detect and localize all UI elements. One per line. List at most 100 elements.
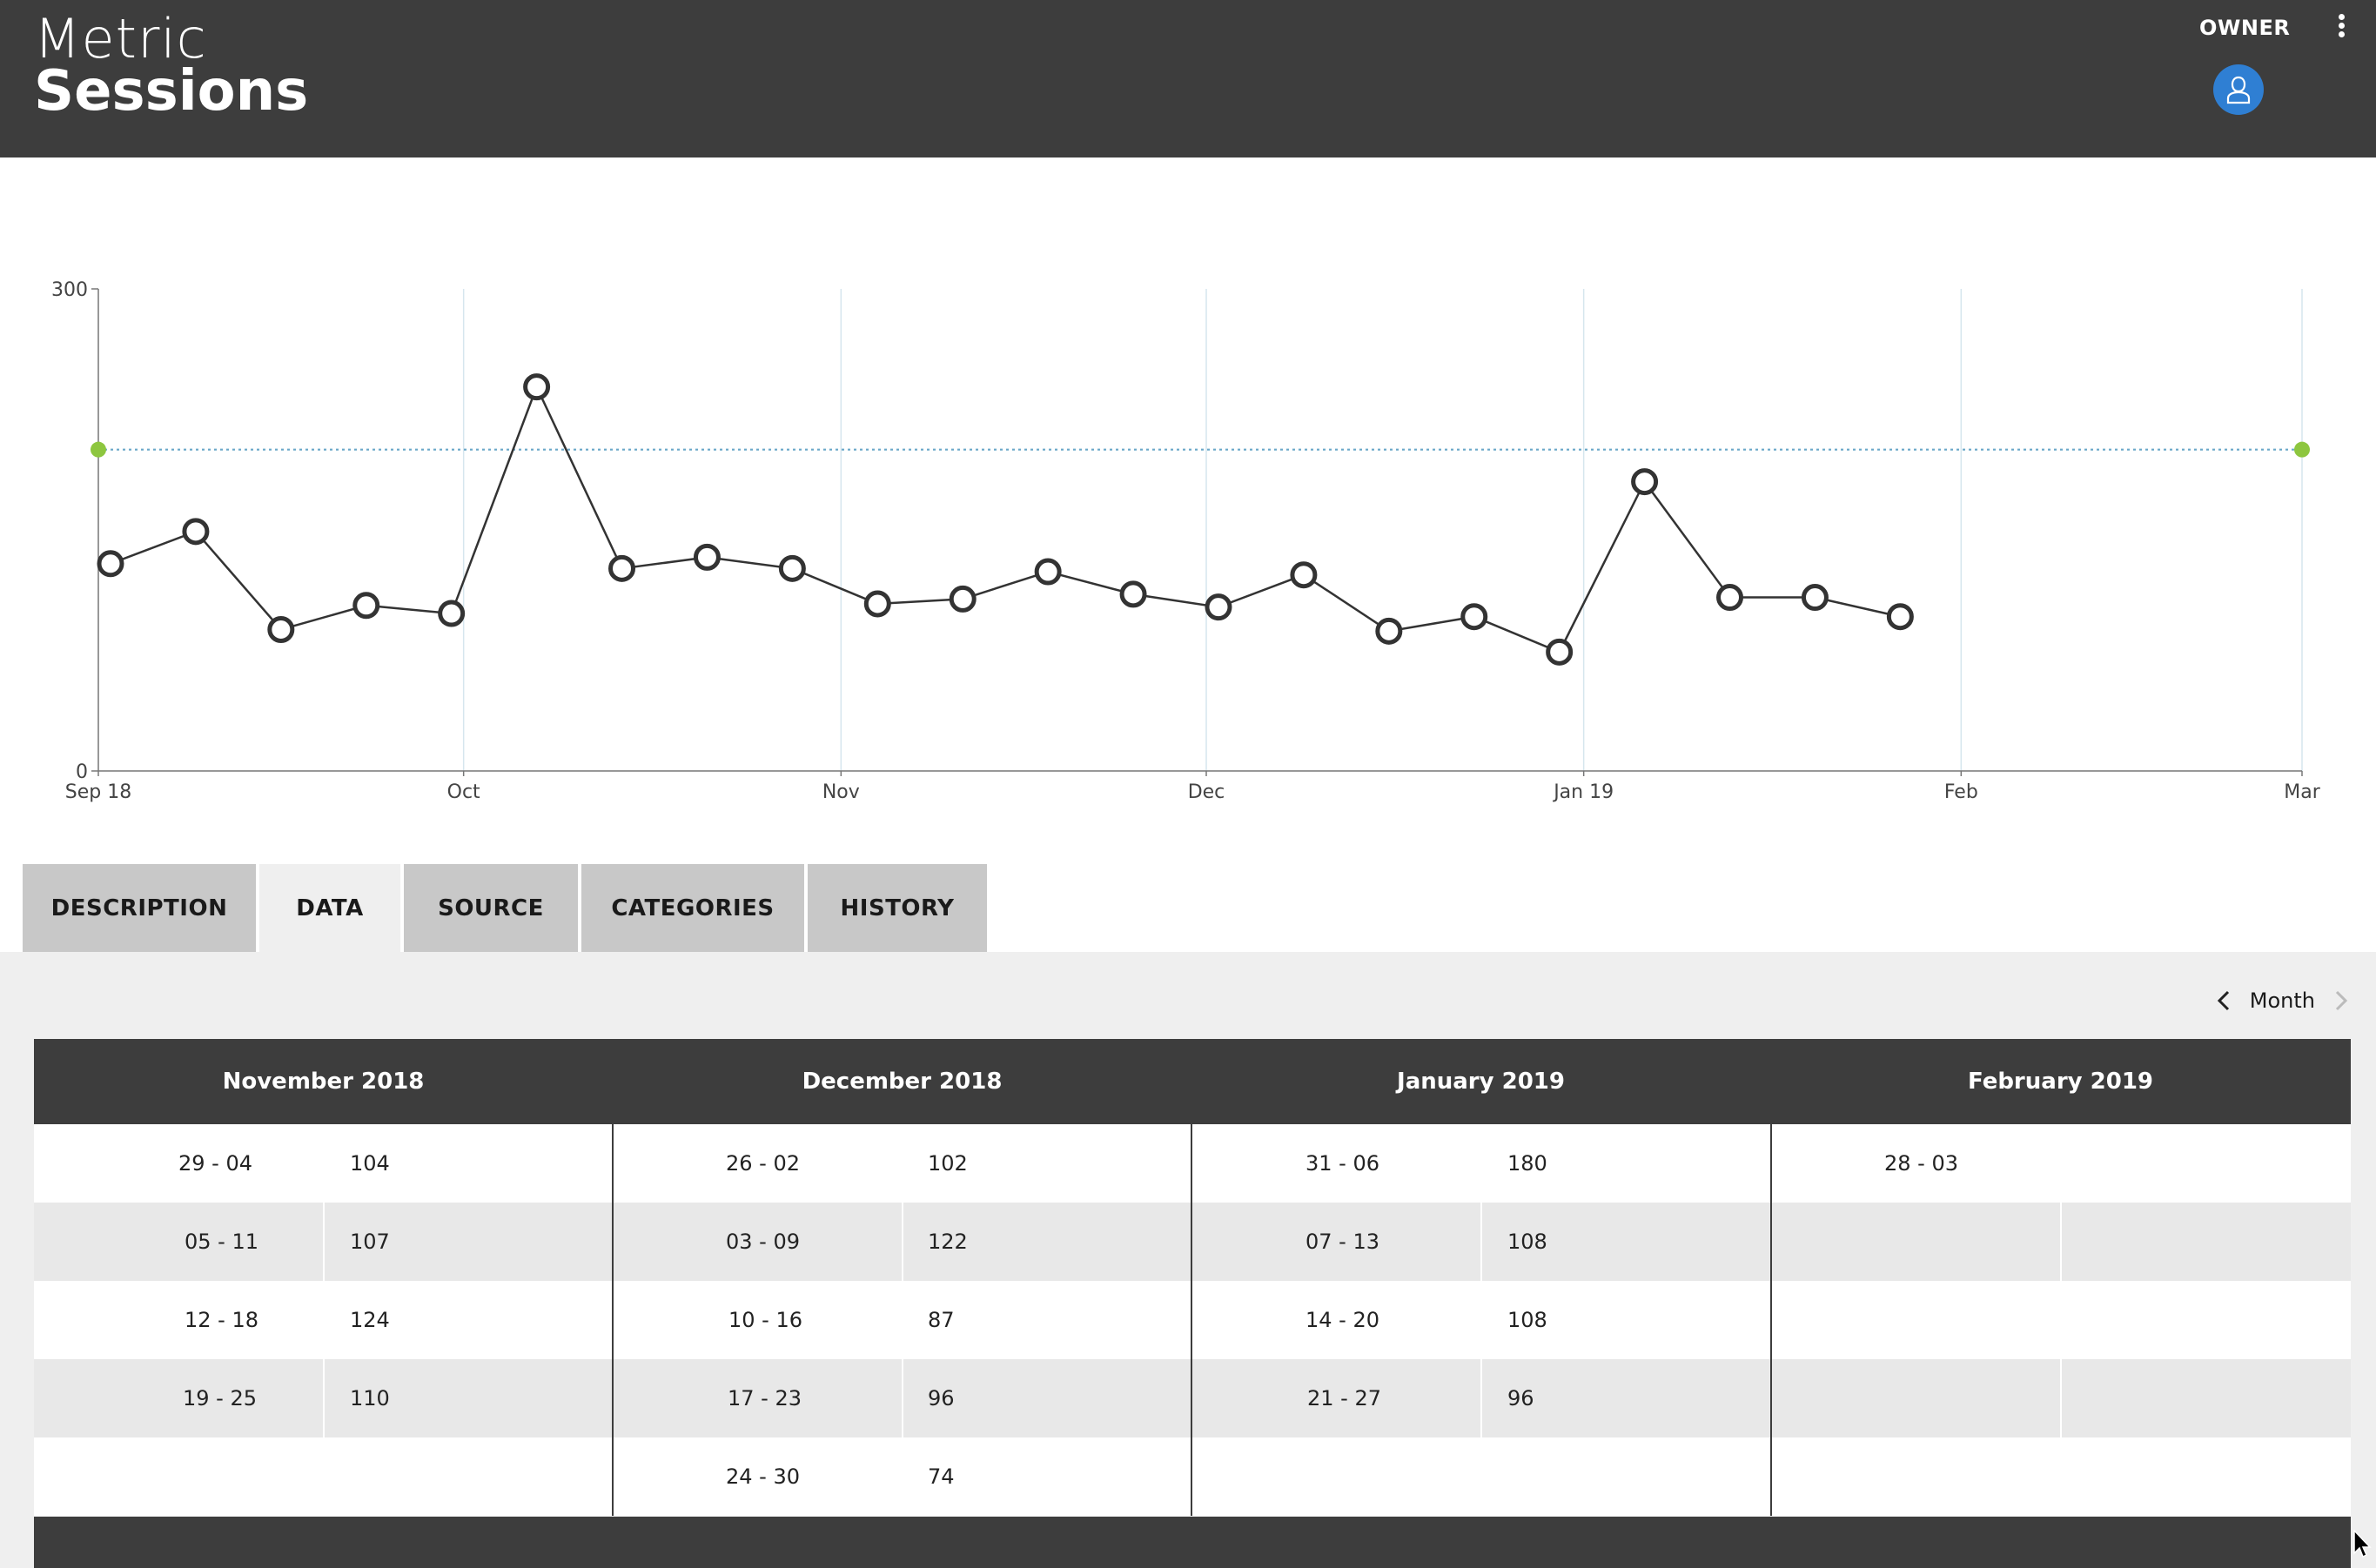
month-divider bbox=[1191, 1124, 1192, 1516]
week-value: 96 bbox=[928, 1386, 955, 1411]
week-value: 110 bbox=[350, 1386, 390, 1411]
table-header: November 2018 December 2018 January 2019… bbox=[34, 1039, 2351, 1124]
column-divider bbox=[902, 1203, 903, 1281]
week-range: 28 - 03 bbox=[1884, 1151, 1958, 1176]
week-value: 87 bbox=[928, 1308, 955, 1332]
table-row bbox=[34, 1203, 2351, 1281]
column-divider bbox=[2060, 1203, 2062, 1281]
page-label: Metric bbox=[34, 7, 207, 70]
week-value: 102 bbox=[928, 1151, 968, 1176]
app-header: Metric Sessions OWNER bbox=[0, 0, 2376, 157]
week-range: 19 - 25 bbox=[183, 1386, 257, 1411]
week-value: 180 bbox=[1507, 1151, 1547, 1176]
series-line bbox=[110, 384, 1901, 653]
week-range: 03 - 09 bbox=[726, 1230, 800, 1254]
table-row bbox=[34, 1437, 2351, 1516]
table-row bbox=[34, 1359, 2351, 1437]
data-point bbox=[182, 518, 210, 546]
week-range: 10 - 16 bbox=[728, 1308, 802, 1332]
week-range: 07 - 13 bbox=[1305, 1230, 1379, 1254]
x-tick-label: Oct bbox=[447, 781, 480, 803]
week-value: 122 bbox=[928, 1230, 968, 1254]
data-point bbox=[693, 543, 721, 571]
sessions-chart: Sep 18 Oct Nov Dec Jan 19 Feb Mar 300 0 bbox=[51, 279, 2321, 803]
chevron-left-icon[interactable] bbox=[2215, 988, 2234, 1013]
tab-data[interactable]: DATA bbox=[259, 864, 400, 952]
mouse-cursor-icon bbox=[2353, 1530, 2372, 1558]
role-label: OWNER bbox=[2199, 16, 2291, 40]
week-value: 108 bbox=[1507, 1230, 1547, 1254]
data-point bbox=[352, 592, 380, 620]
week-value: 104 bbox=[350, 1151, 390, 1176]
column-divider bbox=[323, 1203, 325, 1281]
week-range: 24 - 30 bbox=[726, 1464, 800, 1489]
tab-description[interactable]: DESCRIPTION bbox=[23, 864, 256, 952]
x-tick-label: Sep 18 bbox=[65, 781, 131, 803]
target-marker bbox=[91, 441, 106, 458]
week-value: 74 bbox=[928, 1464, 955, 1489]
month-navigator: Month bbox=[2215, 987, 2350, 1015]
tab-history[interactable]: HISTORY bbox=[808, 864, 987, 952]
more-options-icon[interactable] bbox=[2332, 14, 2350, 38]
week-range: 29 - 04 bbox=[178, 1151, 252, 1176]
week-value: 107 bbox=[350, 1230, 390, 1254]
month-header: November 2018 bbox=[222, 1069, 425, 1095]
week-range: 12 - 18 bbox=[185, 1308, 258, 1332]
month-divider bbox=[1770, 1124, 1772, 1516]
y-tick-label: 0 bbox=[76, 761, 88, 783]
data-point bbox=[1716, 584, 1744, 612]
page-title: Sessions bbox=[34, 59, 309, 124]
data-point bbox=[1375, 617, 1403, 645]
week-value: 108 bbox=[1507, 1308, 1547, 1332]
column-divider bbox=[1480, 1203, 1482, 1281]
x-tick-label: Nov bbox=[822, 781, 860, 803]
column-divider bbox=[2060, 1359, 2062, 1437]
tab-categories[interactable]: CATEGORIES bbox=[581, 864, 804, 952]
chart-series bbox=[97, 373, 1914, 666]
week-range: 31 - 06 bbox=[1305, 1151, 1379, 1176]
data-point bbox=[863, 590, 891, 618]
column-divider bbox=[323, 1359, 325, 1437]
month-divider bbox=[612, 1124, 614, 1516]
period-label[interactable]: Month bbox=[2249, 988, 2315, 1013]
y-tick-label: 300 bbox=[51, 279, 88, 301]
user-avatar[interactable] bbox=[2213, 64, 2264, 115]
data-point bbox=[438, 600, 466, 627]
week-range: 05 - 11 bbox=[185, 1230, 258, 1254]
data-point bbox=[267, 615, 295, 643]
tab-source[interactable]: SOURCE bbox=[404, 864, 578, 952]
data-point bbox=[1886, 603, 1914, 631]
week-range: 17 - 23 bbox=[728, 1386, 802, 1411]
week-range: 26 - 02 bbox=[726, 1151, 800, 1176]
column-divider bbox=[902, 1359, 903, 1437]
week-value: 124 bbox=[350, 1308, 390, 1332]
data-point bbox=[523, 373, 551, 401]
data-point bbox=[1460, 603, 1488, 631]
chart-target bbox=[91, 441, 2310, 458]
data-point bbox=[1290, 561, 1318, 589]
chevron-right-icon[interactable] bbox=[2331, 988, 2350, 1013]
data-point bbox=[1801, 584, 1829, 612]
data-point bbox=[1034, 558, 1062, 586]
x-tick-label: Dec bbox=[1188, 781, 1225, 803]
data-point bbox=[97, 550, 124, 578]
data-point bbox=[1546, 638, 1574, 666]
x-tick-label: Feb bbox=[1944, 781, 1978, 803]
week-range: 14 - 20 bbox=[1305, 1308, 1379, 1332]
user-icon bbox=[2226, 76, 2251, 104]
week-value: 96 bbox=[1507, 1386, 1534, 1411]
column-divider bbox=[1480, 1359, 1482, 1437]
table-row bbox=[34, 1281, 2351, 1359]
data-point bbox=[1119, 580, 1147, 608]
x-tick-label: Mar bbox=[2284, 781, 2320, 803]
table-footer bbox=[34, 1517, 2351, 1568]
table-row bbox=[34, 1124, 2351, 1203]
month-header: January 2019 bbox=[1397, 1069, 1565, 1095]
month-header: February 2019 bbox=[1967, 1069, 2153, 1095]
chart-grid bbox=[462, 289, 2303, 771]
x-tick-label: Jan 19 bbox=[1552, 781, 1614, 803]
data-point bbox=[949, 585, 977, 613]
week-range: 21 - 27 bbox=[1307, 1386, 1381, 1411]
data-point bbox=[608, 554, 636, 582]
data-point bbox=[1631, 468, 1659, 496]
